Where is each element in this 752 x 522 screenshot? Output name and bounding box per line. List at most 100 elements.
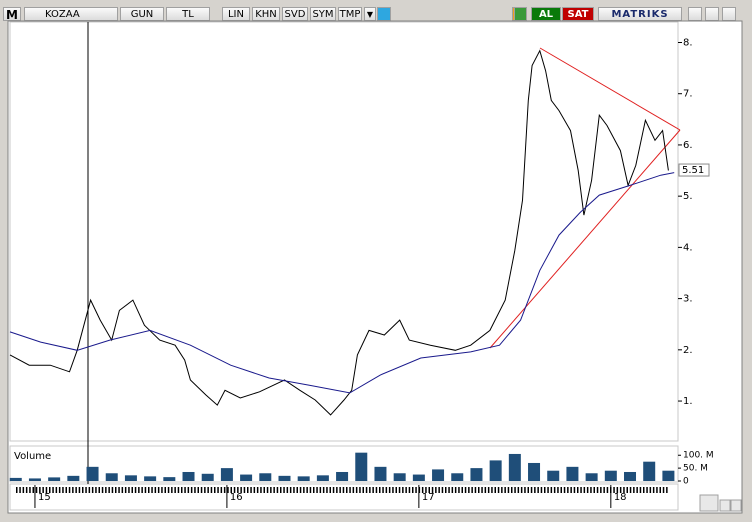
x-minor-tick [273, 487, 275, 493]
x-minor-tick [530, 487, 533, 493]
bar [355, 452, 368, 481]
x-minor-tick [461, 487, 463, 493]
y-tick-label: 2. [683, 345, 693, 356]
x-minor-tick [415, 487, 417, 493]
x-minor-tick [385, 487, 388, 493]
x-minor-tick [280, 487, 282, 493]
x-minor-tick [138, 487, 140, 493]
x-minor-tick [610, 487, 612, 493]
x-minor-tick [375, 487, 378, 493]
x-minor-tick [296, 487, 298, 493]
x-minor-tick [398, 487, 401, 493]
x-minor-tick [161, 487, 163, 493]
x-minor-tick [501, 487, 503, 493]
bar [451, 473, 464, 481]
y-tick-label: 4. [683, 242, 693, 253]
x-minor-tick [586, 487, 589, 493]
y-tick-label: 100. M [683, 451, 714, 461]
x-minor-tick [537, 487, 539, 493]
x-minor-tick [62, 487, 64, 493]
refresh-button[interactable] [699, 494, 719, 512]
x-minor-tick [118, 487, 120, 493]
x-minor-tick [220, 487, 223, 493]
toolbar-button[interactable]: TMP [338, 7, 362, 21]
x-minor-tick [329, 487, 331, 493]
x-minor-tick [491, 487, 493, 493]
x-minor-tick [372, 487, 374, 493]
x-minor-tick [481, 487, 483, 493]
x-minor-tick [289, 487, 292, 493]
x-minor-tick [349, 487, 351, 493]
x-minor-tick [141, 487, 143, 493]
x-minor-tick [514, 487, 516, 493]
x-minor-tick [319, 487, 322, 493]
x-minor-tick [82, 487, 84, 493]
bar [124, 475, 137, 481]
x-minor-tick [643, 487, 645, 493]
bar [604, 470, 617, 481]
last-value-box [678, 163, 710, 177]
bar [470, 468, 483, 481]
x-minor-tick [39, 487, 41, 493]
x-minor-tick [603, 487, 605, 493]
bar [393, 473, 406, 481]
x-minor-tick [563, 487, 566, 493]
x-minor-tick [666, 487, 668, 493]
x-minor-tick [98, 487, 100, 493]
x-tick-label: 16 [230, 492, 243, 503]
bar [508, 453, 521, 481]
x-minor-tick [121, 487, 124, 493]
x-minor-tick [204, 487, 206, 493]
x-minor-tick [187, 487, 190, 493]
x-minor-tick [293, 487, 295, 493]
trend-line [539, 47, 681, 131]
x-minor-tick [448, 487, 450, 493]
x-minor-tick [392, 487, 394, 493]
x-minor-tick [276, 487, 279, 493]
bar [163, 477, 176, 481]
x-minor-tick [534, 487, 536, 493]
bar [585, 473, 598, 481]
toolbar-button[interactable]: SYM [310, 7, 336, 21]
x-minor-tick [210, 487, 213, 493]
x-minor-tick [197, 487, 199, 493]
x-minor-tick [124, 487, 127, 493]
x-minor-tick [184, 487, 186, 493]
scroll-left[interactable] [719, 499, 731, 512]
x-minor-tick [101, 487, 104, 493]
x-minor-tick [405, 487, 407, 493]
x-minor-tick [431, 487, 434, 493]
x-minor-tick [247, 487, 249, 493]
x-minor-tick [256, 487, 259, 493]
x-minor-tick [560, 487, 562, 493]
x-minor-tick [428, 487, 430, 493]
x-minor-tick [313, 487, 315, 493]
x-minor-tick [270, 487, 272, 493]
x-minor-tick [190, 487, 193, 493]
x-minor-tick [474, 487, 477, 493]
x-minor-tick [85, 487, 87, 493]
x-minor-tick [233, 487, 236, 493]
x-minor-tick [22, 487, 25, 493]
bar [432, 469, 445, 481]
x-minor-tick [484, 487, 487, 493]
bar [316, 475, 329, 481]
x-minor-tick [95, 487, 97, 493]
x-minor-tick [303, 487, 305, 493]
x-minor-tick [464, 487, 467, 493]
x-minor-tick [623, 487, 625, 493]
x-minor-tick [52, 487, 54, 493]
x-minor-tick [636, 487, 638, 493]
x-minor-tick [580, 487, 582, 493]
x-minor-tick [167, 487, 170, 493]
x-minor-tick [507, 487, 510, 493]
bar [624, 471, 637, 481]
x-minor-tick [263, 487, 265, 493]
x-minor-tick [425, 487, 427, 493]
scroll-right[interactable] [730, 499, 742, 512]
x-minor-tick [633, 487, 635, 493]
bar [48, 477, 61, 481]
y-tick-label: 3. [683, 294, 693, 305]
